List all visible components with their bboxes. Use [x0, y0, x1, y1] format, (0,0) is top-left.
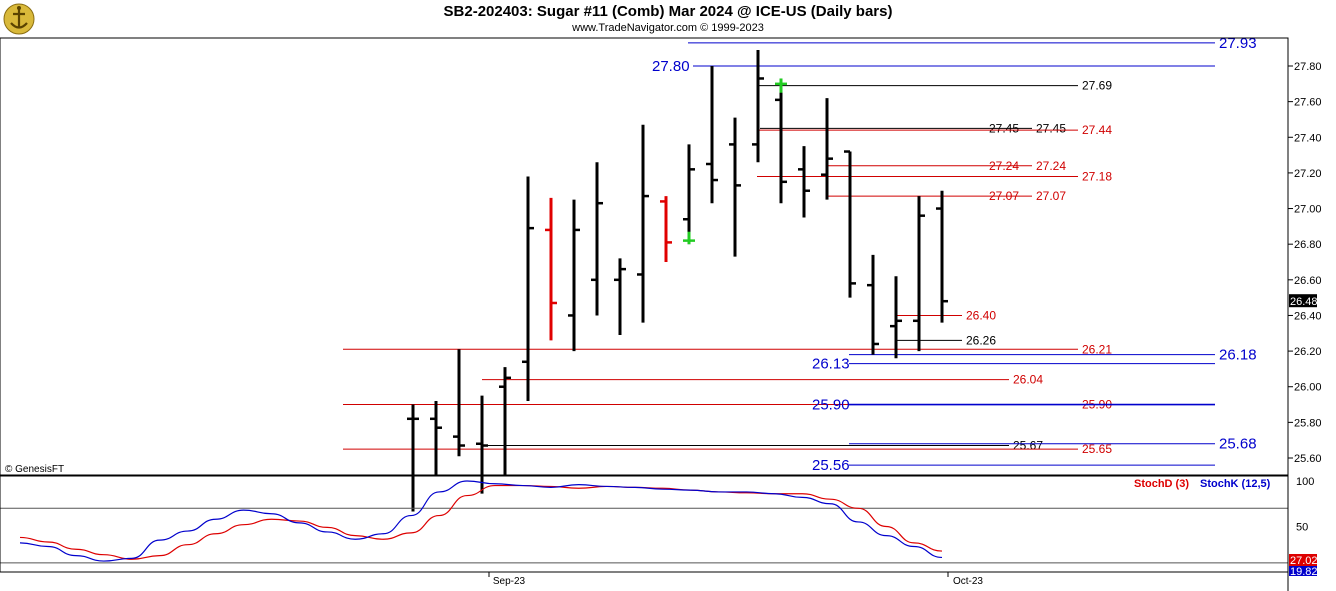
chart-header: SB2-202403: Sugar #11 (Comb) Mar 2024 @ … — [0, 0, 1336, 38]
price-bar — [913, 196, 925, 352]
stoch-d-last-label: 27.02 — [1290, 555, 1318, 567]
price-tick-label: 27.00 — [1294, 204, 1322, 216]
price-tick-label: 27.60 — [1294, 97, 1322, 109]
price-bar — [453, 349, 465, 457]
level-label-26.26: 26.26 — [966, 333, 996, 347]
price-bar — [545, 197, 557, 341]
stoch-k-last-box — [1289, 566, 1317, 576]
last-price-box — [1289, 294, 1317, 308]
price-bar — [752, 49, 764, 163]
level-label-27.07: 27.07 — [1036, 189, 1066, 203]
price-bar — [867, 254, 879, 355]
price-tick-label: 26.80 — [1294, 239, 1322, 251]
price-bar — [568, 199, 580, 352]
level-label-27.45: 27.45 — [1036, 121, 1066, 135]
legend-stoch-d: StochD (3) — [1134, 478, 1189, 490]
stoch-line-k — [19, 480, 943, 562]
price-tick-label: 26.00 — [1294, 382, 1322, 394]
price-bar — [430, 400, 442, 476]
level-label-25.90: 25.90 — [812, 397, 850, 414]
price-bar — [821, 98, 833, 200]
level-label-25.65: 25.65 — [1082, 442, 1112, 456]
chart-subtitle: www.TradeNavigator.com © 1999-2023 — [572, 22, 764, 34]
level-label-25.68: 25.68 — [1219, 436, 1257, 453]
price-bar — [798, 146, 810, 218]
level-label-27.44: 27.44 — [1082, 123, 1112, 137]
price-bar — [683, 144, 695, 245]
price-bar — [890, 276, 902, 359]
chart-title: SB2-202403: Sugar #11 (Comb) Mar 2024 @ … — [443, 3, 893, 20]
level-label-26.18: 26.18 — [1219, 347, 1257, 364]
price-tick-label: 26.60 — [1294, 275, 1322, 287]
price-tick-label: 25.80 — [1294, 417, 1322, 429]
stoch-line-d — [19, 484, 943, 560]
price-tick-label: 27.80 — [1294, 61, 1322, 73]
level-label-26.13: 26.13 — [812, 356, 850, 373]
price-tick-label: 26.20 — [1294, 346, 1322, 358]
price-bar — [476, 395, 488, 494]
price-bar — [591, 162, 603, 316]
level-label-26.04: 26.04 — [1013, 373, 1043, 387]
stoch-tick-label: 100 — [1296, 476, 1314, 488]
price-bar — [660, 196, 672, 262]
price-bar — [844, 150, 856, 298]
level-label-27.24: 27.24 — [989, 159, 1019, 173]
price-bar — [729, 117, 741, 257]
level-label-25.67: 25.67 — [1013, 439, 1043, 453]
price-bar — [683, 231, 695, 245]
stoch-tick-label: 50 — [1296, 522, 1308, 534]
x-tick-label: Sep-23 — [493, 576, 526, 587]
x-tick-label: Oct-23 — [953, 576, 983, 587]
anchor-logo-icon — [3, 3, 35, 35]
stoch-d-last-box — [1289, 554, 1317, 566]
stoch-k-last-label: 19.82 — [1290, 566, 1318, 578]
level-label-26.40: 26.40 — [966, 308, 996, 322]
level-label-27.18: 27.18 — [1082, 169, 1112, 183]
price-bar — [522, 176, 534, 401]
price-bar — [775, 78, 787, 204]
level-label-27.93: 27.93 — [1219, 35, 1257, 52]
level-label-27.24: 27.24 — [1036, 159, 1066, 173]
legend-stoch-k: StochK (12,5) — [1200, 478, 1271, 490]
level-label-27.80: 27.80 — [652, 58, 690, 75]
last-price-label: 26.48 — [1290, 296, 1318, 308]
price-tick-label: 26.40 — [1294, 310, 1322, 322]
price-bar — [637, 124, 649, 323]
stochastic-panel: StochD (3) StochK (12,5) — [0, 478, 1288, 564]
price-bar — [706, 66, 718, 204]
price-tick-label: 27.40 — [1294, 132, 1322, 144]
price-bar — [499, 367, 511, 476]
price-panel: 27.93 27.80 27.69 27.45 27.45 27.44 27.24 27.24… — [343, 35, 1257, 512]
price-tick-label: 25.60 — [1294, 453, 1322, 465]
level-label-27.07: 27.07 — [989, 189, 1019, 203]
price-bar — [775, 78, 787, 93]
price-bar — [936, 190, 948, 323]
axes: 27.80 27.60 27.40 27.20 27.00 26.80 26.60 26.40… — [0, 37, 1322, 591]
level-label-27.45: 27.45 — [989, 121, 1019, 135]
level-label-26.21: 26.21 — [1082, 342, 1112, 356]
price-bar — [614, 258, 626, 336]
watermark-text: © GenesisFT — [5, 464, 64, 475]
level-label-27.69: 27.69 — [1082, 79, 1112, 93]
level-label-25.56: 25.56 — [812, 457, 850, 474]
price-tick-label: 27.20 — [1294, 168, 1322, 180]
price-bar — [407, 404, 419, 512]
